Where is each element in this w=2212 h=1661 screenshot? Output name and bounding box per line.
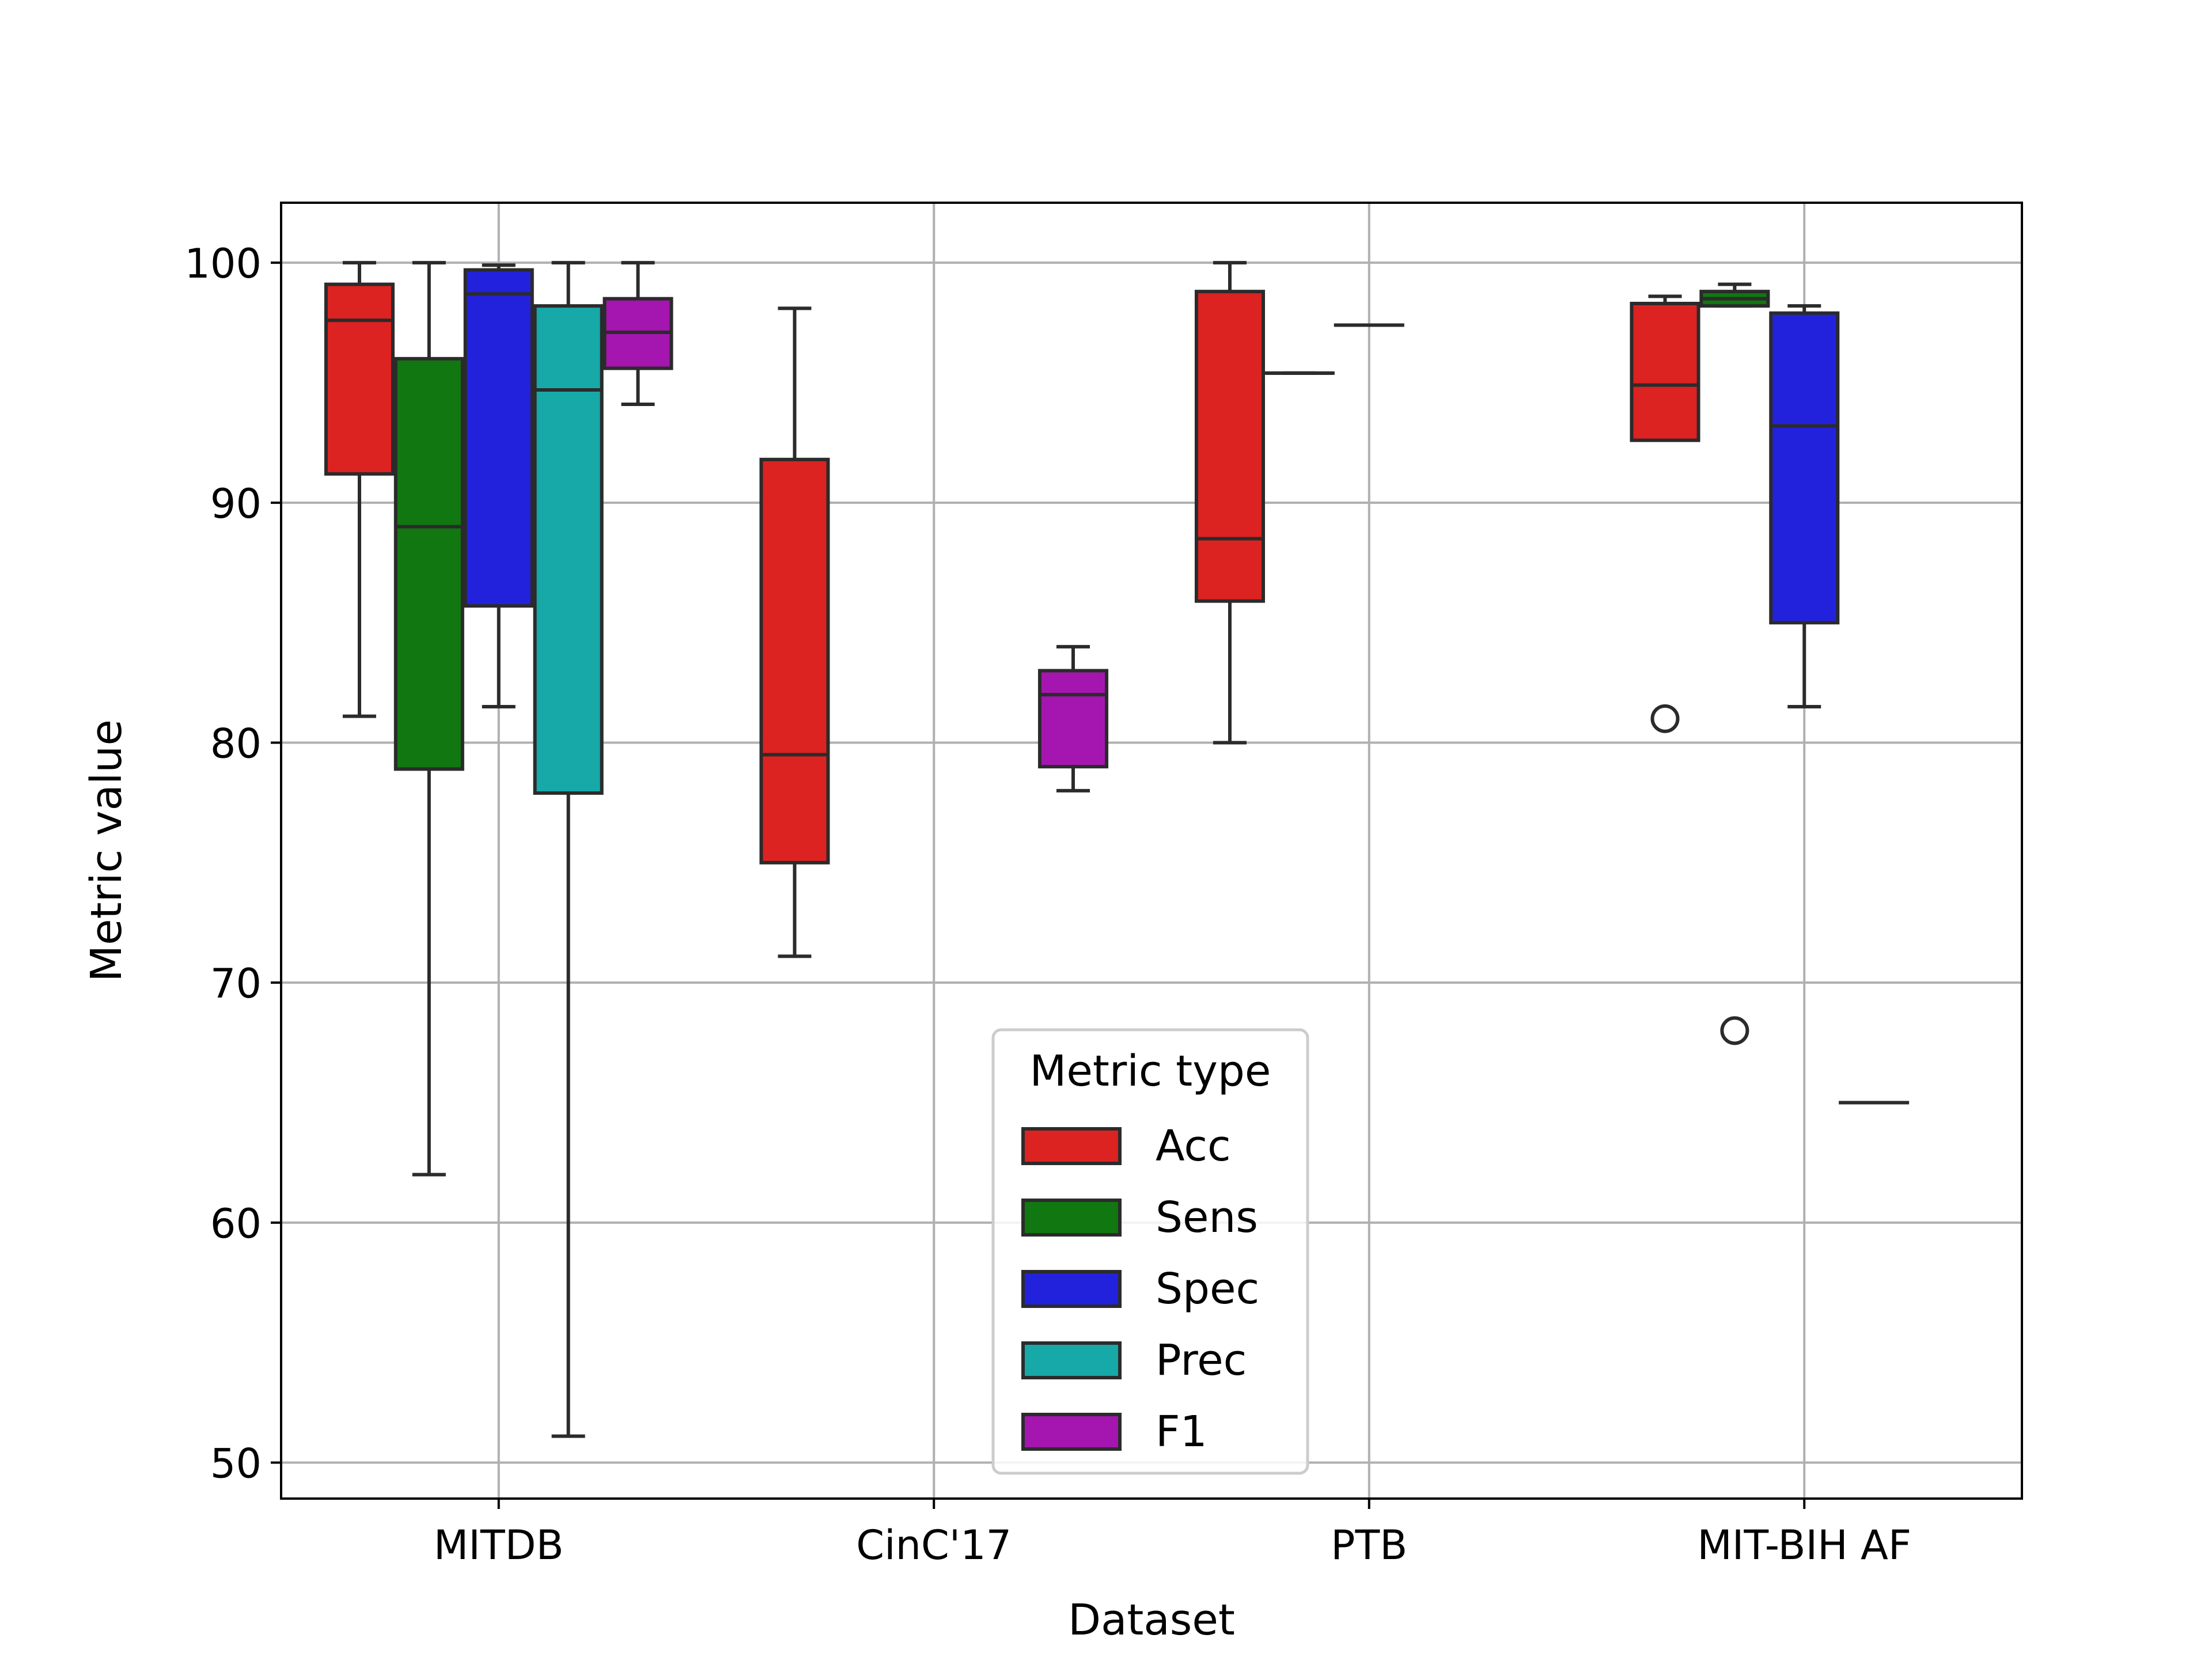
box-spec-mit-bih-af-iqr — [1771, 313, 1838, 623]
box-acc-mit-bih-af — [1631, 297, 1698, 731]
box-prec-mitdb-iqr — [535, 306, 602, 793]
y-tick-label-80: 80 — [210, 720, 262, 768]
box-acc-mitdb — [326, 263, 393, 716]
x-tick-label-mitdb: MITDB — [434, 1522, 564, 1569]
box-f1-mitdb — [604, 263, 671, 404]
box-spec-mitdb-iqr — [465, 270, 532, 606]
x-tick-label-mit-bih-af: MIT-BIH AF — [1697, 1522, 1911, 1569]
y-tick-label-70: 70 — [210, 960, 262, 1007]
legend-label-spec: Spec — [1156, 1264, 1259, 1314]
x-tick-label-cinc-17: CinC'17 — [856, 1522, 1012, 1569]
legend: Metric type Acc Sens Spec Prec F1 — [993, 1030, 1308, 1473]
box-spec-mit-bih-af — [1771, 306, 1838, 707]
box-acc-cinc-17-iqr — [761, 460, 828, 863]
x-tick-label-ptb: PTB — [1331, 1522, 1407, 1569]
box-sens-mitdb — [396, 263, 463, 1174]
y-axis-label: Metric value — [82, 719, 131, 982]
box-acc-mit-bih-af-iqr — [1631, 304, 1698, 441]
box-sens-mit-bih-af-outlier-0 — [1722, 1018, 1747, 1044]
legend-label-prec: Prec — [1156, 1336, 1247, 1385]
box-acc-cinc-17 — [761, 308, 828, 956]
y-tick-label-60: 60 — [210, 1200, 262, 1247]
box-sens-mit-bih-af — [1701, 285, 1768, 1044]
legend-swatch-spec — [1023, 1272, 1120, 1306]
y-tick-label-90: 90 — [210, 480, 262, 528]
legend-swatch-acc — [1023, 1129, 1120, 1163]
box-f1-cinc-17-iqr — [1040, 671, 1107, 767]
legend-swatch-f1 — [1023, 1414, 1120, 1449]
legend-label-sens: Sens — [1156, 1193, 1258, 1242]
legend-frame — [993, 1030, 1308, 1473]
box-sens-mitdb-iqr — [396, 359, 463, 769]
legend-label-acc: Acc — [1156, 1121, 1231, 1171]
box-acc-mit-bih-af-outlier-0 — [1652, 706, 1677, 731]
legend-title: Metric type — [1030, 1046, 1271, 1096]
legend-label-f1: F1 — [1156, 1407, 1207, 1457]
y-tick-label-100: 100 — [184, 240, 262, 287]
box-spec-mitdb — [465, 265, 532, 707]
box-f1-cinc-17 — [1040, 647, 1107, 791]
box-prec-mitdb — [535, 263, 602, 1436]
box-acc-ptb-iqr — [1196, 291, 1263, 601]
legend-swatch-sens — [1023, 1200, 1120, 1235]
box-acc-ptb — [1196, 263, 1263, 742]
box-acc-mitdb-iqr — [326, 285, 393, 474]
y-tick-label-50: 50 — [210, 1440, 262, 1488]
x-axis-label: Dataset — [1068, 1595, 1235, 1645]
legend-swatch-prec — [1023, 1343, 1120, 1378]
